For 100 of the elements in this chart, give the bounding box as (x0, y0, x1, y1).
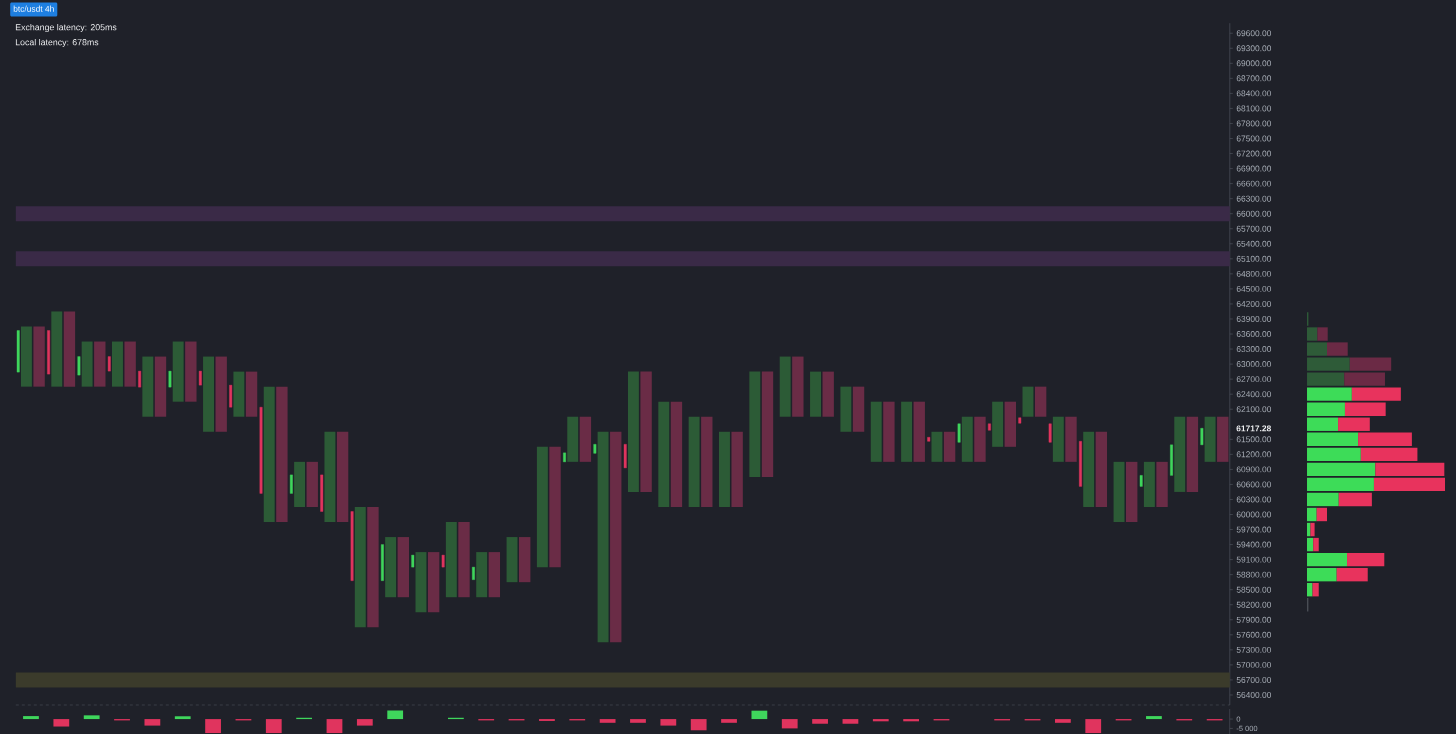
y-tick-label: 64200.00 (1236, 300, 1272, 307)
y-tick-label: 60000.00 (1236, 511, 1272, 518)
bar (1307, 567, 1337, 582)
bar (1034, 386, 1047, 417)
bar (320, 474, 324, 512)
bar (1200, 428, 1204, 446)
bar (142, 356, 154, 417)
bar (350, 511, 354, 581)
y-tick-label: 69600.00 (1236, 30, 1272, 37)
bar (138, 370, 142, 388)
y-tick-label: 68100.00 (1236, 105, 1272, 112)
y-tick-label: 64500.00 (1236, 285, 1272, 292)
y-tick-label: 61500.00 (1236, 436, 1272, 443)
y-tick-label: 57600.00 (1236, 631, 1272, 638)
bar (1307, 537, 1314, 552)
bar (77, 356, 81, 376)
bar (367, 506, 379, 628)
bar (1085, 719, 1102, 734)
bar (229, 384, 233, 408)
bar (870, 401, 882, 462)
bar (1307, 432, 1359, 446)
bar (840, 386, 852, 432)
bar (397, 537, 409, 598)
y-tick-label: 58200.00 (1236, 601, 1272, 608)
bar (174, 716, 191, 720)
bar (1344, 402, 1386, 416)
bar (1052, 416, 1064, 462)
y-tick-label: 61200.00 (1236, 451, 1272, 458)
bar (385, 537, 397, 598)
bar (567, 416, 579, 462)
bar (579, 416, 592, 462)
bar (1217, 416, 1229, 462)
bar (415, 552, 427, 613)
bar (336, 431, 349, 523)
bar (124, 341, 136, 387)
bar (901, 401, 913, 462)
bar (51, 311, 63, 387)
bar (33, 326, 45, 387)
bar (265, 719, 282, 734)
bar (931, 431, 943, 462)
y-tick-label: 65700.00 (1236, 225, 1272, 232)
bar (276, 386, 288, 523)
y-tick-label: 68700.00 (1236, 75, 1272, 82)
bar (112, 341, 123, 387)
y-tick-label: 64800.00 (1236, 270, 1272, 277)
bar (1018, 417, 1022, 424)
bar (701, 416, 713, 507)
bar (1307, 492, 1339, 507)
bar (593, 444, 597, 454)
bar (781, 719, 798, 729)
y-tick-label: 63000.00 (1236, 361, 1272, 368)
y-tick-label: 59100.00 (1236, 556, 1272, 563)
bar (144, 719, 161, 726)
bar (1351, 387, 1401, 401)
y-tick-label: 66900.00 (1236, 165, 1272, 172)
bar (83, 715, 100, 720)
bar (1113, 461, 1125, 523)
y-tick-label: 67200.00 (1236, 150, 1272, 157)
y-tick-label: 67500.00 (1236, 135, 1272, 142)
bar (992, 401, 1004, 447)
text: 61717.28 (1236, 425, 1271, 432)
bar (16, 330, 20, 373)
bar (1083, 431, 1095, 507)
bar (259, 407, 263, 494)
bar (1156, 461, 1168, 507)
bar (81, 341, 93, 387)
bar (94, 341, 106, 387)
bar (903, 719, 920, 722)
bar (1065, 416, 1077, 462)
bar (1375, 462, 1445, 477)
bar (749, 371, 761, 477)
bar (168, 370, 172, 388)
bar (872, 719, 889, 722)
bar (883, 401, 895, 462)
bar (1143, 461, 1155, 507)
bar (198, 370, 202, 386)
bar (660, 719, 677, 726)
bar (597, 431, 609, 643)
bar (1338, 492, 1372, 507)
bar (974, 416, 986, 462)
annotation: Exchange latency: 205ms (15, 23, 117, 33)
y-tick-label: 60900.00 (1236, 466, 1272, 473)
bar (1170, 444, 1173, 476)
bar (488, 552, 501, 598)
bar (427, 552, 440, 613)
bar (63, 311, 76, 387)
bar (1312, 583, 1319, 597)
bar (1307, 477, 1374, 492)
bar (563, 452, 566, 463)
bar (751, 710, 768, 720)
y-tick-label: 69300.00 (1236, 45, 1272, 52)
bar (927, 437, 931, 442)
bar (1146, 716, 1162, 720)
y-tick-label: 57900.00 (1236, 616, 1272, 623)
bar (324, 431, 336, 523)
y-tick-label: 65100.00 (1236, 255, 1272, 262)
y-tick-label: 69000.00 (1236, 60, 1272, 67)
y-tick-label: 56400.00 (1236, 692, 1272, 698)
y-tick-label: 66300.00 (1236, 195, 1272, 202)
bar (852, 386, 865, 432)
